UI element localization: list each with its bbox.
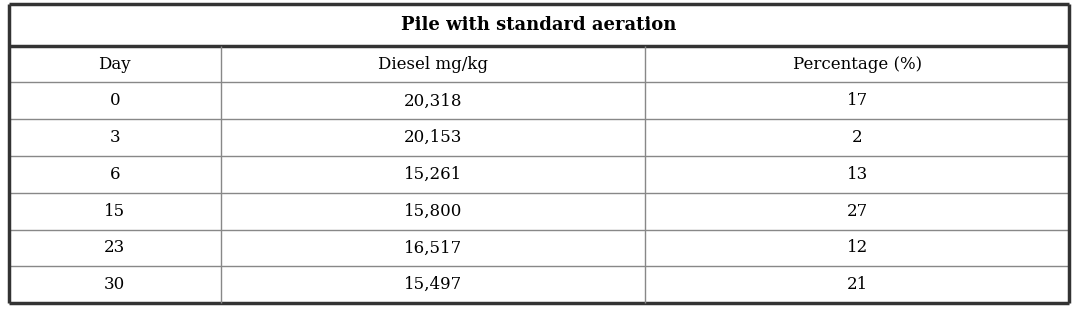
Text: 16,517: 16,517 <box>404 240 462 257</box>
Text: 0: 0 <box>109 92 120 109</box>
Text: 20,153: 20,153 <box>404 129 462 146</box>
Text: Percentage (%): Percentage (%) <box>792 56 922 73</box>
Text: 30: 30 <box>105 276 125 293</box>
Text: 6: 6 <box>110 166 120 183</box>
Text: 15,800: 15,800 <box>404 203 462 220</box>
Text: 15,261: 15,261 <box>404 166 462 183</box>
Text: Diesel mg/kg: Diesel mg/kg <box>378 56 488 73</box>
Text: 13: 13 <box>846 166 868 183</box>
Text: 2: 2 <box>852 129 862 146</box>
Text: Pile with standard aeration: Pile with standard aeration <box>401 16 677 34</box>
Text: 15,497: 15,497 <box>404 276 462 293</box>
Text: 20,318: 20,318 <box>403 92 462 109</box>
Text: Day: Day <box>98 56 132 73</box>
Text: 17: 17 <box>846 92 868 109</box>
Text: 15: 15 <box>105 203 125 220</box>
Text: 12: 12 <box>846 240 868 257</box>
Text: 23: 23 <box>105 240 125 257</box>
Text: 3: 3 <box>109 129 120 146</box>
Text: 27: 27 <box>846 203 868 220</box>
Text: 21: 21 <box>846 276 868 293</box>
